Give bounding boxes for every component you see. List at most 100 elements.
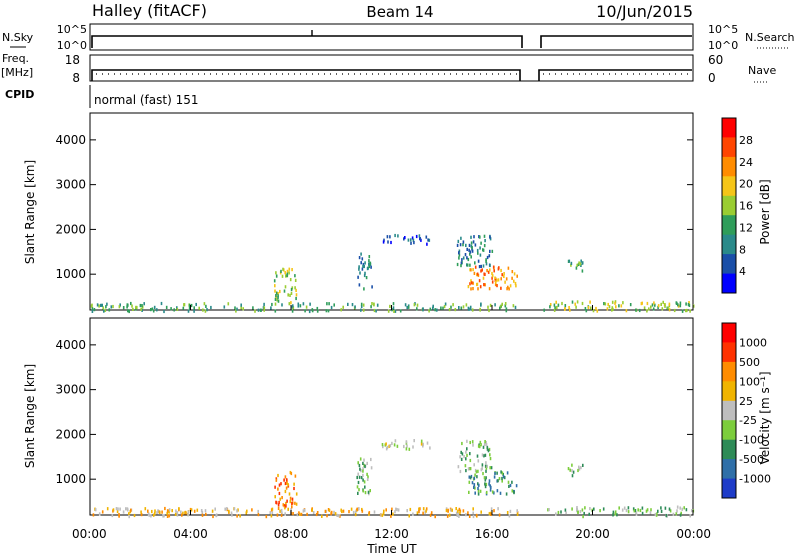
- colorbar-swatch-0-0: [722, 118, 736, 138]
- scatter-cell-0-0-257: [404, 303, 407, 307]
- scatter-cell-1-0-366: [425, 509, 427, 513]
- scatter-cell-0-4-118: [462, 256, 465, 260]
- scatter-cell-0-0-206: [392, 302, 395, 306]
- scatter-cell-1-0-137: [300, 512, 303, 516]
- scatter-cell-0-0-33: [328, 302, 330, 306]
- scatter-cell-1-0-53: [159, 510, 161, 514]
- scatter-cell-0-0-176: [227, 302, 230, 306]
- colorbar-swatch-1-1: [722, 342, 736, 363]
- scatter-cell-1-0-212: [467, 511, 469, 515]
- colorbar-tick-0-3: 16: [739, 200, 753, 213]
- scatter-cell-1-5-63: [468, 480, 471, 484]
- scatter-cell-0-4-65: [468, 248, 470, 252]
- scatter-cell-1-4-48: [481, 453, 484, 457]
- scatter-cell-1-0-211: [265, 515, 268, 519]
- scatter-cell-0-0-323: [153, 305, 156, 309]
- scatter-cell-0-3-37: [407, 238, 410, 242]
- scatter-cell-0-7-129: [564, 304, 567, 308]
- scatter-cell-1-5-89: [473, 485, 475, 489]
- scatter-cell-1-1-69: [275, 478, 278, 482]
- scatter-cell-1-7-92: [654, 512, 657, 517]
- scatter-cell-0-0-141: [465, 303, 468, 307]
- scatter-cell-1-6-8: [567, 467, 570, 471]
- scatter-cell-0-3-19: [404, 236, 406, 240]
- scatter-cell-1-1-31: [280, 482, 282, 486]
- scatter-cell-0-7-79: [555, 300, 557, 304]
- scatter-cell-1-0-307: [361, 507, 363, 512]
- scatter-cell-1-0-216: [187, 510, 190, 514]
- scatter-cell-1-1-36: [291, 497, 294, 501]
- scatter-cell-1-0-263: [233, 507, 236, 511]
- scatter-cell-1-5-80: [491, 490, 494, 494]
- colorbar-swatch-0-5: [722, 215, 736, 236]
- scatter-cell-1-5-37: [493, 491, 495, 495]
- scatter-cell-1-0-283: [390, 514, 392, 518]
- scatter-cell-0-1-44: [287, 293, 289, 297]
- scatter-cell-0-5-29: [477, 287, 479, 291]
- scatter-cell-0-0-247: [393, 309, 395, 313]
- scatter-cell-1-7-111: [621, 508, 624, 512]
- scatter-cell-1-0-351: [204, 509, 207, 513]
- scatter-cell-1-0-54: [279, 509, 281, 513]
- scatter-cell-1-5-73: [474, 486, 476, 490]
- velocity-colorbar: 1000 500 100 25 -25 -100 -500 -1000: [721, 322, 771, 499]
- scatter-cell-1-0-170: [163, 514, 165, 518]
- scatter-cell-0-4-58: [470, 255, 472, 259]
- scatter-cell-1-4-114: [460, 450, 462, 454]
- scatter-cell-1-7-138: [577, 510, 579, 514]
- scatter-cell-0-4-86: [457, 239, 460, 243]
- scatter-cell-0-0-350: [376, 303, 379, 307]
- scatter-cell-0-4-56: [458, 253, 461, 257]
- scatter-cell-0-0-339: [471, 308, 474, 312]
- scatter-cell-0-1-32: [291, 268, 293, 272]
- scatter-cell-1-0-328: [326, 514, 328, 518]
- scatter-cell-1-0-332: [236, 509, 238, 513]
- scatter-cell-1-0-305: [154, 512, 156, 516]
- scatter-cell-1-0-96: [418, 507, 420, 511]
- scatter-cell-0-5-118: [495, 280, 497, 284]
- scatter-cell-1-4-7: [459, 469, 462, 474]
- scatter-cell-0-0-62: [119, 303, 121, 307]
- scatter-cell-1-0-224: [276, 513, 279, 517]
- scatter-cell-1-7-65: [583, 511, 585, 516]
- scatter-cell-1-7-62: [612, 513, 614, 517]
- scatter-cell-0-2-37: [358, 256, 361, 260]
- scatter-cell-0-3-9: [425, 235, 428, 239]
- scatter-cell-0-7-55: [648, 307, 650, 311]
- scatter-cell-0-0-116: [257, 308, 260, 312]
- scatter-cell-1-0-336: [178, 507, 180, 511]
- scatter-cell-0-2-35: [361, 257, 364, 261]
- scatter-cell-1-0-284: [167, 509, 169, 513]
- scatter-cell-0-0-152: [316, 309, 319, 313]
- scatter-cell-0-2-22: [367, 266, 369, 270]
- scatter-cell-1-0-114: [498, 513, 501, 517]
- scatter-cell-1-0-109: [446, 514, 449, 518]
- scatter-cell-0-4-53: [459, 243, 462, 247]
- scatter-cell-0-5-3: [515, 284, 517, 288]
- scatter-cell-0-2-34: [362, 264, 364, 268]
- scatter-cell-1-5-111: [483, 476, 486, 480]
- scatter-cell-1-7-93: [616, 513, 618, 517]
- scatter-cell-1-7-160: [627, 510, 630, 514]
- scatter-cell-1-7-117: [612, 510, 615, 514]
- scatter-cell-1-6-2: [582, 463, 584, 467]
- scatter-cell-1-1-61: [277, 503, 280, 507]
- cpid-label: CPID: [5, 88, 34, 101]
- scatter-cell-0-0-204: [387, 309, 390, 313]
- scatter-cell-0-2-40: [363, 264, 365, 269]
- scatter-cell-0-0-24: [110, 305, 113, 309]
- scatter-cell-0-0-106: [127, 303, 129, 307]
- scatter-cell-0-0-104: [188, 307, 191, 311]
- scatter-cell-1-2-53: [359, 457, 362, 461]
- scatter-cell-0-0-301: [292, 304, 294, 308]
- scatter-cell-0-1-51: [290, 287, 293, 292]
- scatter-cell-1-1-7: [295, 492, 298, 496]
- scatter-cell-1-5-51: [484, 485, 487, 489]
- scatter-cell-1-1-84: [274, 495, 276, 499]
- scatter-cell-0-4-51: [488, 254, 491, 258]
- scatter-cell-1-0-380: [117, 507, 119, 511]
- ytick-label-0-3: 4000: [55, 133, 86, 147]
- scatter-cell-0-0-42: [342, 305, 344, 309]
- scatter-cell-1-4-87: [485, 461, 487, 465]
- scatter-cell-0-5-19: [501, 273, 503, 277]
